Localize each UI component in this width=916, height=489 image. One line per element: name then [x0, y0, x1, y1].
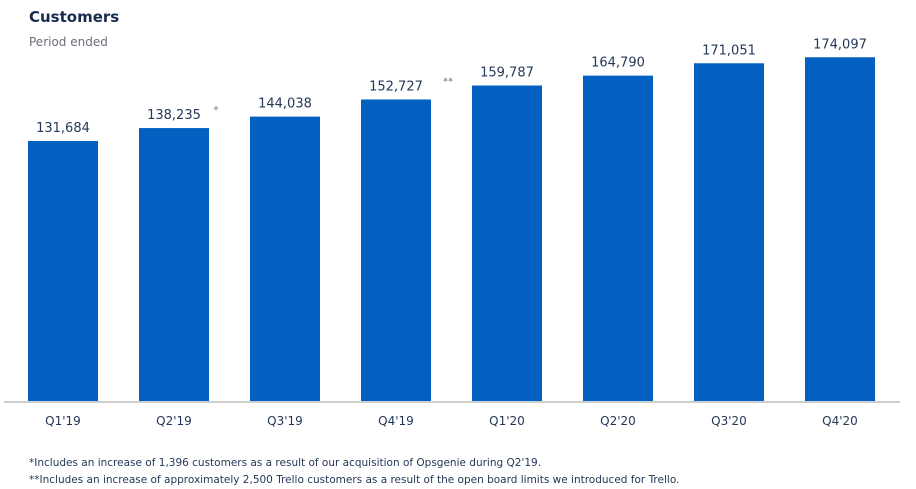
chart-subtitle: Period ended	[29, 35, 108, 49]
footnote-marker: *	[214, 105, 219, 116]
data-label: 171,051	[702, 43, 756, 58]
footnote-2: **Includes an increase of approximately …	[29, 474, 680, 486]
data-label: 152,727	[369, 79, 423, 94]
x-tick-label: Q2'19	[156, 414, 192, 428]
chart-title: Customers	[29, 8, 120, 26]
bar-Q2'20	[583, 75, 653, 401]
bar-Q3'20	[694, 63, 764, 402]
bar-Q1'20	[472, 85, 542, 402]
data-label: 164,790	[591, 56, 645, 71]
data-label: 138,235	[147, 108, 201, 123]
data-label: 159,787	[480, 66, 534, 81]
bar-Q1'19	[28, 141, 98, 401]
bar-Q2'19	[139, 128, 209, 401]
data-label: 131,684	[36, 121, 90, 136]
x-tick-label: Q4'20	[822, 414, 858, 428]
x-tick-label: Q1'19	[45, 414, 81, 428]
bar-Q3'19	[250, 116, 320, 401]
footnote-marker: **	[443, 76, 453, 87]
data-label: 144,038	[258, 97, 312, 112]
x-tick-label: Q1'20	[489, 414, 525, 428]
bar-Q4'19	[361, 99, 431, 401]
data-label: 174,097	[813, 37, 867, 52]
x-tick-label: Q3'20	[711, 414, 747, 428]
x-tick-label: Q3'19	[267, 414, 303, 428]
footnotes: *Includes an increase of 1,396 customers…	[29, 455, 679, 489]
x-tick-label: Q2'20	[600, 414, 636, 428]
footnote-1: *Includes an increase of 1,396 customers…	[29, 457, 542, 469]
x-tick-label: Q4'19	[378, 414, 414, 428]
bar-Q4'20	[805, 57, 875, 402]
